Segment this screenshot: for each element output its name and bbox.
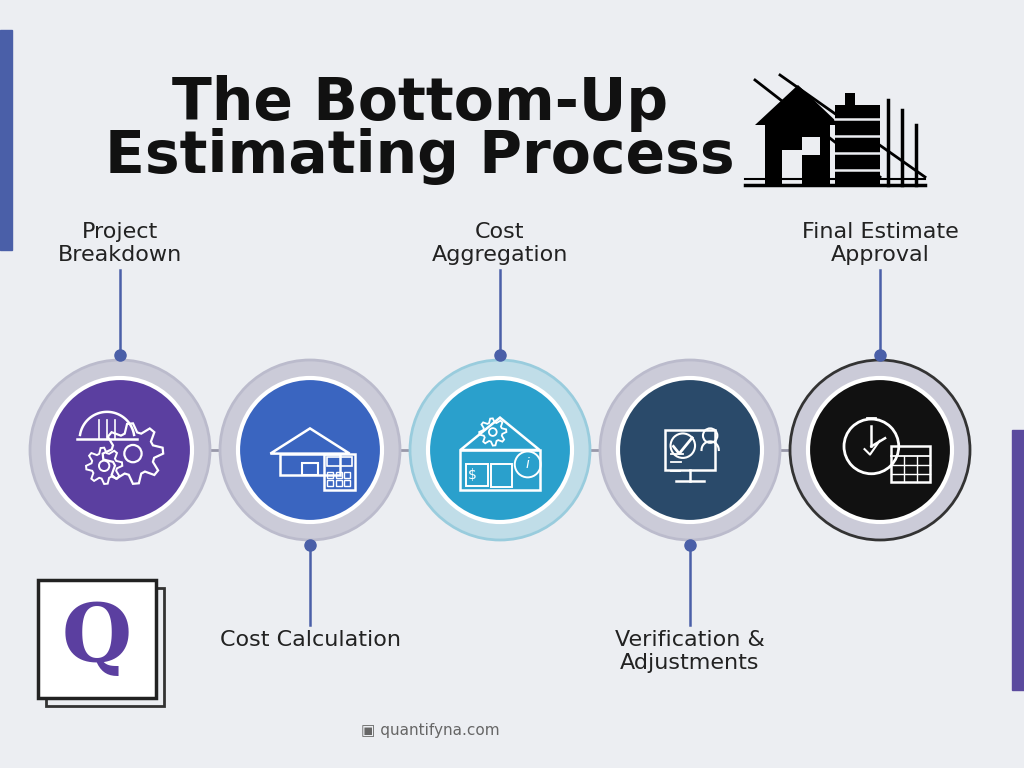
Circle shape: [30, 360, 210, 540]
Circle shape: [600, 360, 780, 540]
Bar: [665, 430, 715, 470]
Bar: [344, 480, 350, 486]
FancyBboxPatch shape: [38, 580, 156, 698]
Bar: [328, 457, 351, 466]
Bar: [835, 105, 880, 185]
Bar: [461, 450, 540, 490]
Bar: [782, 150, 802, 185]
Bar: [891, 446, 931, 482]
Circle shape: [238, 378, 382, 522]
Bar: [802, 137, 820, 155]
Bar: [1012, 430, 1024, 690]
Circle shape: [48, 378, 193, 522]
Bar: [328, 480, 334, 486]
Bar: [302, 462, 317, 475]
Text: Cost
Aggregation: Cost Aggregation: [432, 222, 568, 265]
Bar: [336, 472, 342, 478]
Circle shape: [410, 360, 590, 540]
Text: Final Estimate
Approval: Final Estimate Approval: [802, 222, 958, 265]
Bar: [46, 588, 164, 706]
Circle shape: [790, 360, 970, 540]
Text: Estimating Process: Estimating Process: [105, 128, 735, 185]
Text: Q: Q: [61, 600, 132, 678]
Text: $: $: [468, 468, 477, 482]
Text: i: i: [525, 458, 529, 472]
Circle shape: [618, 378, 762, 522]
Bar: [344, 472, 350, 478]
Text: Verification &
Adjustments: Verification & Adjustments: [615, 630, 765, 674]
Text: The Bottom-Up: The Bottom-Up: [172, 75, 668, 132]
Bar: [466, 465, 488, 486]
Bar: [492, 465, 512, 488]
Bar: [281, 454, 340, 475]
Circle shape: [428, 378, 572, 522]
Circle shape: [808, 378, 952, 522]
Polygon shape: [765, 125, 830, 185]
Bar: [0, 30, 12, 250]
Bar: [336, 480, 342, 486]
Text: ▣ quantifyna.com: ▣ quantifyna.com: [360, 723, 500, 737]
Text: Project
Breakdown: Project Breakdown: [58, 222, 182, 265]
Bar: [325, 454, 354, 490]
Text: Cost Calculation: Cost Calculation: [219, 630, 400, 650]
Polygon shape: [755, 85, 840, 125]
Bar: [328, 472, 334, 478]
Bar: [845, 93, 855, 105]
Circle shape: [220, 360, 400, 540]
